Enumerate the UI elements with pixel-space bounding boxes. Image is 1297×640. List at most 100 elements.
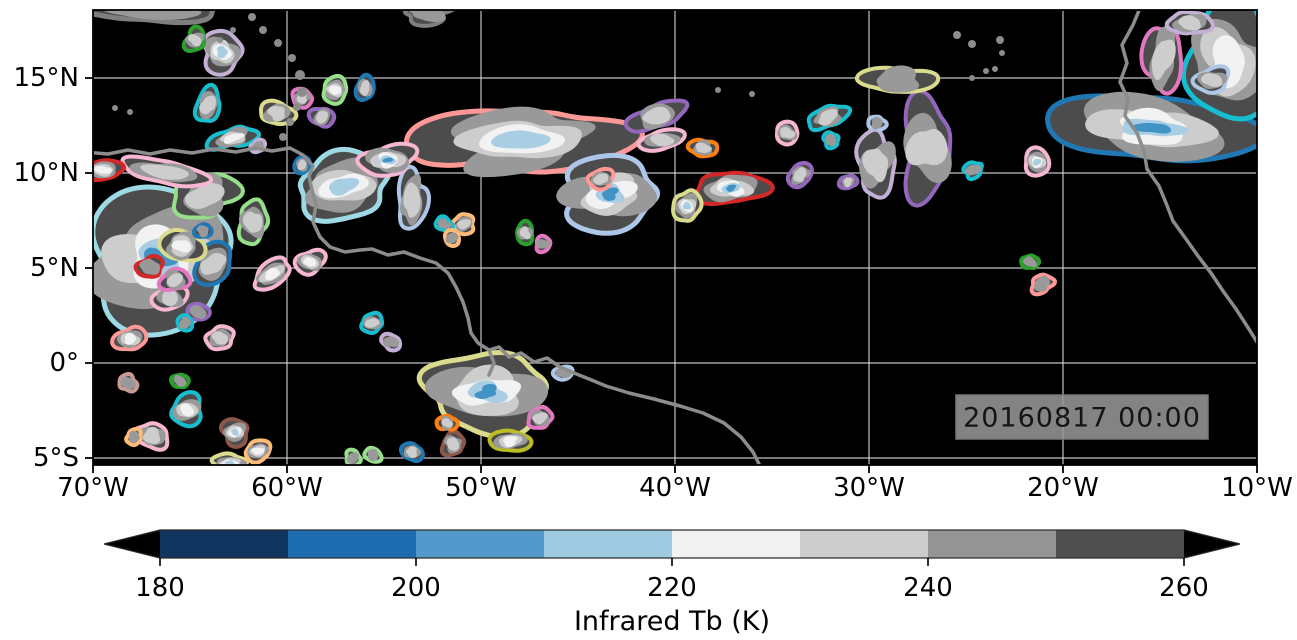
cloud-cluster [379, 331, 403, 353]
colorbar-segment [160, 530, 289, 558]
cloud-cluster [1164, 10, 1215, 36]
island-dot [217, 37, 223, 43]
cloud-cluster [124, 426, 143, 448]
colorbar-labels: 180 200 220 240 260 Infrared Tb (K) [135, 573, 1209, 637]
cloud-cluster [694, 170, 775, 207]
cloud-cluster [416, 349, 549, 440]
cloud-cluster [434, 413, 460, 432]
cloud-cluster [450, 212, 476, 237]
coastline [487, 348, 496, 377]
island-dot [297, 87, 307, 97]
colorbar-tick-label: 180 [135, 573, 185, 603]
cloud-cluster [585, 166, 616, 192]
island-dot [230, 27, 236, 33]
colorbar-segment [288, 530, 417, 558]
y-tick-label: 5°N [30, 253, 79, 283]
cloud-cluster [359, 310, 385, 335]
island-dot [983, 68, 989, 74]
island-dot [996, 36, 1004, 44]
cloud-cluster [292, 247, 328, 277]
cloud-cluster [252, 255, 292, 292]
x-tick-label: 30°W [833, 473, 905, 503]
cloud-cluster [398, 441, 425, 463]
cloud-cluster [854, 127, 897, 200]
cloud-cluster [1190, 64, 1231, 95]
cloud-cluster [192, 82, 222, 123]
coastline [93, 146, 762, 465]
island-dot [286, 118, 294, 126]
y-tick-label: 15°N [13, 63, 79, 93]
coastline [1118, 10, 1257, 344]
colorbar-tick-label: 240 [903, 573, 953, 603]
cloud-cluster [515, 218, 535, 247]
island-dot [968, 40, 976, 48]
island-dot [259, 26, 267, 34]
cloud-cluster [362, 445, 384, 464]
cloud-cluster [202, 28, 245, 77]
island-dot [295, 70, 305, 80]
map-plot-area [93, 10, 1257, 465]
cloud-cluster [204, 124, 262, 152]
cloud-cluster [344, 447, 363, 465]
colorbar-tick-label: 220 [647, 573, 697, 603]
timestamp-box: 20160817 00:00 [955, 394, 1209, 440]
cloud-cluster [191, 222, 214, 239]
cloud-cluster [1023, 145, 1052, 178]
cloud-cluster [117, 371, 140, 394]
cloud-cluster [636, 127, 687, 153]
island-dot [274, 39, 282, 47]
cloud-cluster [785, 160, 814, 190]
y-tick-label: 10°N [13, 158, 79, 188]
colorbar-segment [672, 530, 801, 558]
cloud-cluster [685, 137, 720, 159]
x-tick-label: 40°W [639, 473, 711, 503]
island-dot [749, 91, 755, 97]
island-dot [999, 50, 1005, 56]
colorbar-under-arrow [104, 530, 160, 558]
island-dot [969, 75, 975, 81]
y-tick-label: 5°S [33, 443, 79, 473]
cloud-cluster [133, 253, 165, 279]
cloud-cluster [258, 98, 299, 127]
island-dot [279, 133, 287, 141]
cloud-cluster [110, 324, 149, 352]
cloud-cluster [671, 188, 704, 223]
cloud-cluster [292, 154, 312, 176]
cloud-cluster [355, 141, 420, 178]
cloud-cluster [836, 173, 860, 191]
cloud-cluster [821, 130, 841, 151]
cloud-cluster [185, 301, 212, 322]
y-tick-label: 0° [49, 348, 79, 378]
island-dot [288, 54, 296, 62]
island-dot [953, 31, 961, 39]
colorbar-tick-label: 200 [391, 573, 441, 603]
cloud-cluster [402, 10, 456, 28]
island-dot [112, 105, 118, 111]
island-dot [127, 109, 133, 115]
cloud-cluster [526, 404, 555, 430]
cloud-cluster [169, 372, 191, 390]
cloud-cluster [487, 428, 534, 453]
cloud-cluster [806, 103, 853, 133]
timestamp-label: 20160817 00:00 [963, 403, 1201, 434]
island-dot [293, 103, 301, 111]
colorbar-segment [544, 530, 673, 558]
cloud-cluster [403, 106, 645, 178]
x-tick-label: 70°W [57, 473, 129, 503]
cloud-cluster [203, 324, 236, 352]
x-axis-labels: 70°W 60°W 50°W 40°W 30°W 20°W 10°W [57, 473, 1293, 503]
cloud-cluster [774, 119, 800, 147]
x-tick-label: 10°W [1221, 473, 1293, 503]
cloud-cluster [534, 233, 553, 255]
colorbar-over-arrow [1184, 530, 1240, 558]
island-dot [715, 87, 721, 93]
cloud-cluster [1139, 25, 1184, 96]
cloud-cluster [175, 313, 195, 333]
cloud-cluster [623, 98, 690, 134]
cloud-cluster [236, 197, 271, 247]
cloud-cluster [903, 88, 953, 208]
y-axis-labels: 15°N 10°N 5°N 0° 5°S [13, 63, 79, 473]
cloud-cluster [149, 284, 190, 312]
